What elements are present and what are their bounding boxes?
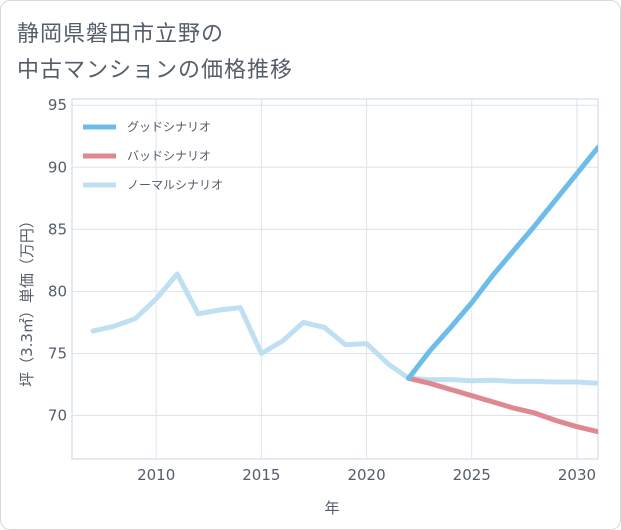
legend-label-1: バッドシナリオ xyxy=(127,149,211,163)
series-line-0 xyxy=(406,144,598,381)
plot-area xyxy=(71,98,599,460)
y-tick-80: 80 xyxy=(48,282,67,300)
chart-title: 静岡県磐田市立野の 中古マンションの価格推移 xyxy=(17,17,417,89)
x-tick-2030: 2030 xyxy=(558,466,596,484)
chart-title-line-2: 中古マンションの価格推移 xyxy=(17,58,294,83)
x-tick-2015: 2015 xyxy=(242,466,280,484)
x-tick-2020: 2020 xyxy=(347,466,385,484)
x-tick-2025: 2025 xyxy=(453,466,491,484)
y-tick-70: 70 xyxy=(48,407,67,425)
y-tick-90: 90 xyxy=(48,158,67,176)
y-tick-95: 95 xyxy=(48,96,67,114)
chart-title-line-1: 静岡県磐田市立野の xyxy=(17,22,225,47)
series-line-1 xyxy=(406,375,598,435)
series-line-2 xyxy=(90,271,598,386)
y-axis-label: 坪（3.3㎡）単価（万円） xyxy=(18,213,36,387)
y-tick-85: 85 xyxy=(48,220,67,238)
y-tick-75: 75 xyxy=(48,344,67,362)
legend-label-0: グッドシナリオ xyxy=(127,120,211,134)
x-tick-2010: 2010 xyxy=(137,466,175,484)
x-axis-label: 年 xyxy=(324,499,339,517)
legend-label-2: ノーマルシナリオ xyxy=(127,178,223,192)
